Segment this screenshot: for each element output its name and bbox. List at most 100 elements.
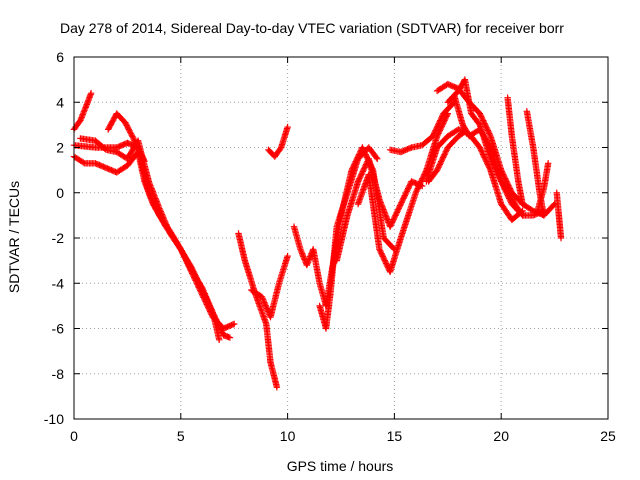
data-point xyxy=(433,166,441,174)
data-point xyxy=(485,128,492,136)
data-point xyxy=(359,145,367,153)
data-point xyxy=(498,178,505,185)
data-point xyxy=(131,137,138,144)
data-point xyxy=(160,215,167,222)
data-point xyxy=(477,111,484,119)
data-point xyxy=(207,305,214,312)
data-point xyxy=(481,120,488,127)
data-point xyxy=(188,265,196,272)
data-point xyxy=(386,223,394,230)
data-point xyxy=(398,198,406,205)
data-point xyxy=(87,90,95,97)
data-point xyxy=(231,320,238,328)
data-point xyxy=(499,181,506,188)
data-point xyxy=(393,209,400,216)
data-point xyxy=(379,253,386,260)
x-tick-label: 15 xyxy=(387,428,403,444)
series-arc-1 xyxy=(70,90,95,133)
data-point xyxy=(479,116,486,123)
data-point xyxy=(126,127,133,135)
data-point xyxy=(129,134,137,141)
data-point xyxy=(226,334,234,341)
data-point xyxy=(141,157,148,165)
data-point xyxy=(387,222,394,229)
x-tick-label: 20 xyxy=(493,428,509,444)
data-point xyxy=(209,309,216,316)
data-point xyxy=(519,200,526,208)
data-point xyxy=(405,183,412,191)
data-point xyxy=(191,271,198,278)
series-arc-14 xyxy=(386,99,458,156)
data-point xyxy=(201,292,208,299)
data-point xyxy=(504,191,511,198)
data-point xyxy=(196,281,203,288)
x-tick-label: 10 xyxy=(280,428,296,444)
data-point xyxy=(480,152,487,160)
data-point xyxy=(140,156,147,163)
data-point xyxy=(204,298,211,305)
y-tick-label: -10 xyxy=(44,411,64,427)
data-point xyxy=(388,219,396,226)
data-point xyxy=(376,246,383,253)
data-point xyxy=(206,302,213,309)
data-point xyxy=(439,154,447,161)
data-point xyxy=(211,313,218,321)
y-tick-label: -8 xyxy=(52,366,65,382)
data-point xyxy=(158,209,165,217)
data-point xyxy=(200,289,207,297)
data-point xyxy=(378,251,386,259)
data-point xyxy=(138,152,146,159)
data-point xyxy=(217,325,224,332)
data-point xyxy=(519,212,526,219)
data-point xyxy=(193,275,200,282)
data-point xyxy=(503,189,510,196)
series-arc-20 xyxy=(504,94,526,208)
data-point xyxy=(441,150,449,157)
data-point xyxy=(400,193,408,201)
data-point xyxy=(122,119,129,126)
data-point xyxy=(415,182,423,189)
data-point xyxy=(376,247,384,254)
data-point xyxy=(263,303,270,311)
data-point xyxy=(362,151,369,158)
data-point xyxy=(431,130,438,137)
y-tick-label: -4 xyxy=(52,275,65,291)
data-point xyxy=(486,143,493,150)
data-point xyxy=(373,154,380,161)
data-point xyxy=(437,158,445,165)
chart-title: Day 278 of 2014, Sidereal Day-to-day VTE… xyxy=(60,20,564,36)
data-point xyxy=(383,261,390,269)
data-point xyxy=(477,145,484,153)
data-point xyxy=(190,268,197,275)
data-point xyxy=(429,133,436,140)
data-point xyxy=(486,130,493,137)
series-arc-15 xyxy=(423,126,526,224)
data-point xyxy=(79,111,86,118)
data-point xyxy=(349,165,356,172)
data-point xyxy=(437,117,444,124)
data-point xyxy=(162,220,169,227)
data-point xyxy=(396,202,404,209)
series-arc-22 xyxy=(534,160,552,215)
data-point xyxy=(506,195,513,202)
x-axis-label: GPS time / hours xyxy=(287,458,394,474)
data-point xyxy=(461,128,469,135)
data-point xyxy=(436,161,443,168)
data-point xyxy=(208,306,215,313)
data-point xyxy=(277,145,284,152)
data-point xyxy=(360,165,368,172)
y-tick-label: 6 xyxy=(56,49,64,65)
data-point xyxy=(349,164,357,171)
data-point xyxy=(479,150,486,157)
x-tick-label: 0 xyxy=(70,428,78,444)
data-point xyxy=(192,272,199,280)
data-point xyxy=(360,166,367,174)
data-point xyxy=(478,148,485,155)
data-point xyxy=(205,301,212,308)
data-point xyxy=(189,267,196,274)
data-point xyxy=(401,192,408,199)
x-tick-label: 5 xyxy=(177,428,185,444)
data-point xyxy=(124,124,132,132)
data-point xyxy=(430,131,437,138)
